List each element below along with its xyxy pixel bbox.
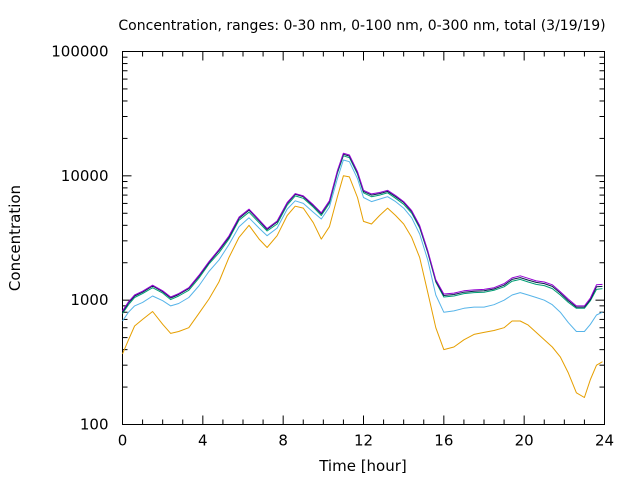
y-tick-label: 10000 xyxy=(61,167,109,185)
y-axis-label: Concentration xyxy=(6,185,24,291)
x-tick-label: 8 xyxy=(278,432,288,450)
series-line-3 xyxy=(122,155,603,314)
series-line-1 xyxy=(122,175,603,398)
y-tick-label: 1000 xyxy=(70,291,108,309)
series-line-5 xyxy=(122,152,603,312)
x-tick-label: 12 xyxy=(354,432,373,450)
x-axis-label: Time [hour] xyxy=(318,457,407,475)
series-line-4 xyxy=(122,153,603,313)
y-tick-label: 100 xyxy=(80,416,109,434)
x-tick-label: 20 xyxy=(515,432,534,450)
x-tick-label: 0 xyxy=(118,432,128,450)
y-tick-label: 100000 xyxy=(51,43,108,61)
series-group xyxy=(122,152,603,398)
plot-frame xyxy=(122,51,605,425)
chart-title: Concentration, ranges: 0-30 nm, 0-100 nm… xyxy=(118,18,605,34)
series-line-2 xyxy=(122,159,603,332)
x-axis: 0 4 8 12 16 20 24 xyxy=(118,51,614,450)
x-tick-label: 24 xyxy=(595,432,614,450)
x-tick-label: 4 xyxy=(198,432,208,450)
y-axis: 100 1000 10000 100000 xyxy=(51,43,605,434)
x-tick-label: 16 xyxy=(434,432,453,450)
